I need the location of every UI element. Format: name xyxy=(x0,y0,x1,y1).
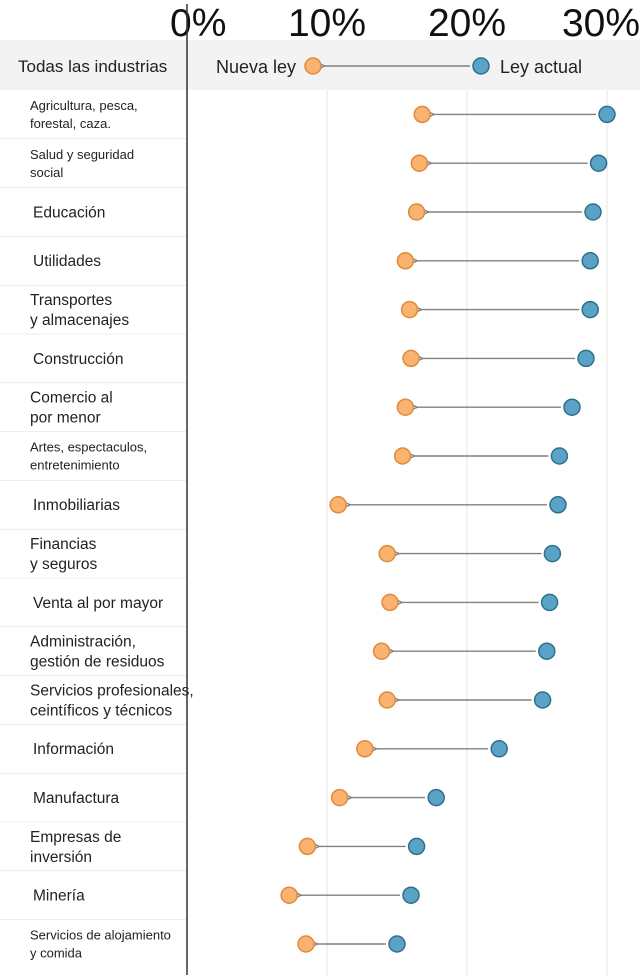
category-dumbbell xyxy=(330,788,445,807)
category-dumbbell xyxy=(378,544,562,563)
category-label: Agricultura, pesca, forestal, caza. xyxy=(30,98,138,131)
category-dumbbell xyxy=(381,593,559,612)
category-label: Servicios de alojamiento y comida xyxy=(30,928,171,961)
current-law-dot xyxy=(533,691,552,709)
category-label: Salud y seguridad social xyxy=(30,147,134,180)
new-law-dot xyxy=(297,935,315,953)
current-law-dot xyxy=(543,544,562,563)
current-law-dot xyxy=(584,203,602,221)
current-law-dot xyxy=(427,788,445,807)
current-law-dot xyxy=(549,496,567,514)
category-dumbbell xyxy=(400,300,599,319)
category-label: Financias y seguros xyxy=(30,536,97,573)
category-dumbbell xyxy=(410,154,608,172)
gridlines xyxy=(0,90,608,975)
current-law-dot xyxy=(388,935,406,953)
category-dumbbell xyxy=(396,252,599,270)
new-law-dot xyxy=(407,203,426,221)
category-dumbbell xyxy=(393,447,569,465)
category-label: Manufactura xyxy=(33,790,120,807)
category-dumbbell xyxy=(329,496,567,514)
new-law-dot xyxy=(372,642,391,660)
new-law-dot xyxy=(330,788,349,807)
current-law-dot xyxy=(563,398,581,416)
category-label: Servicios profesionales, ceintíficos y té… xyxy=(30,682,194,719)
category-labels: Todas las industrias Agricultura, pesca, f… xyxy=(18,57,194,961)
header-dumbbell xyxy=(304,57,490,75)
current-law-dot xyxy=(589,154,608,172)
new-law-dot xyxy=(381,593,399,612)
new-law-dot xyxy=(329,496,347,514)
category-label: Venta al por mayor xyxy=(33,595,163,612)
current-law-dot xyxy=(472,57,490,75)
category-label: Transportes y almacenajes xyxy=(30,292,129,329)
new-law-dot xyxy=(393,447,412,465)
category-label: Empresas de inversión xyxy=(30,829,121,866)
category-dumbbell xyxy=(407,203,602,221)
category-label: Minería xyxy=(33,888,85,905)
new-law-dot xyxy=(400,300,419,319)
new-law-dot xyxy=(304,57,322,75)
current-law-dot xyxy=(577,349,595,368)
category-dumbbell xyxy=(298,837,426,856)
category-label: Administración, gestión de residuos xyxy=(30,634,165,671)
current-law-dot xyxy=(581,300,599,319)
category-label: Inmobiliarias xyxy=(33,497,120,514)
category-dumbbell xyxy=(378,691,552,709)
new-law-dot xyxy=(413,105,431,124)
current-law-dot xyxy=(598,105,616,124)
new-law-dot xyxy=(298,837,317,856)
legend-new-law: Nueva ley xyxy=(216,57,296,77)
current-law-dot xyxy=(550,447,569,465)
current-law-dot xyxy=(407,837,426,856)
current-law-dot xyxy=(540,593,559,612)
legend-current-law: Ley actual xyxy=(500,57,582,77)
new-law-dot xyxy=(396,252,415,270)
category-dumbbell xyxy=(297,935,406,953)
current-law-dot xyxy=(402,886,420,904)
category-label: Comercio al por menor xyxy=(30,390,113,427)
category-dumbbell xyxy=(402,349,595,368)
current-law-dot xyxy=(538,642,556,660)
new-law-dot xyxy=(410,154,429,172)
new-law-dot xyxy=(396,398,415,416)
category-dumbbell xyxy=(413,105,616,124)
new-law-dot xyxy=(378,544,396,563)
x-tick-label: 30% xyxy=(562,2,640,45)
new-law-dot xyxy=(378,691,396,709)
category-label: Información xyxy=(33,741,114,758)
category-dumbbell xyxy=(372,642,556,660)
data-marks: Nueva ley Ley actual xyxy=(216,57,616,953)
current-law-dot xyxy=(490,740,508,758)
category-dumbbell xyxy=(356,740,508,758)
x-tick-label: 10% xyxy=(288,2,366,45)
header-label: Todas las industrias xyxy=(18,57,167,76)
new-law-dot xyxy=(280,886,298,904)
x-axis-tick-labels: 0% 10% 20% 30% xyxy=(170,2,640,45)
category-dumbbell xyxy=(280,886,420,904)
category-label: Utilidades xyxy=(33,253,101,270)
current-law-dot xyxy=(581,252,599,270)
x-tick-label: 20% xyxy=(428,2,506,45)
new-law-dot xyxy=(402,349,420,368)
category-label: Artes, espectaculos, entretenimiento xyxy=(30,440,147,473)
new-law-dot xyxy=(356,740,374,758)
category-label: Construcción xyxy=(33,351,123,368)
x-tick-label: 0% xyxy=(170,2,226,45)
category-dumbbell xyxy=(396,398,581,416)
category-label: Educación xyxy=(33,204,105,221)
